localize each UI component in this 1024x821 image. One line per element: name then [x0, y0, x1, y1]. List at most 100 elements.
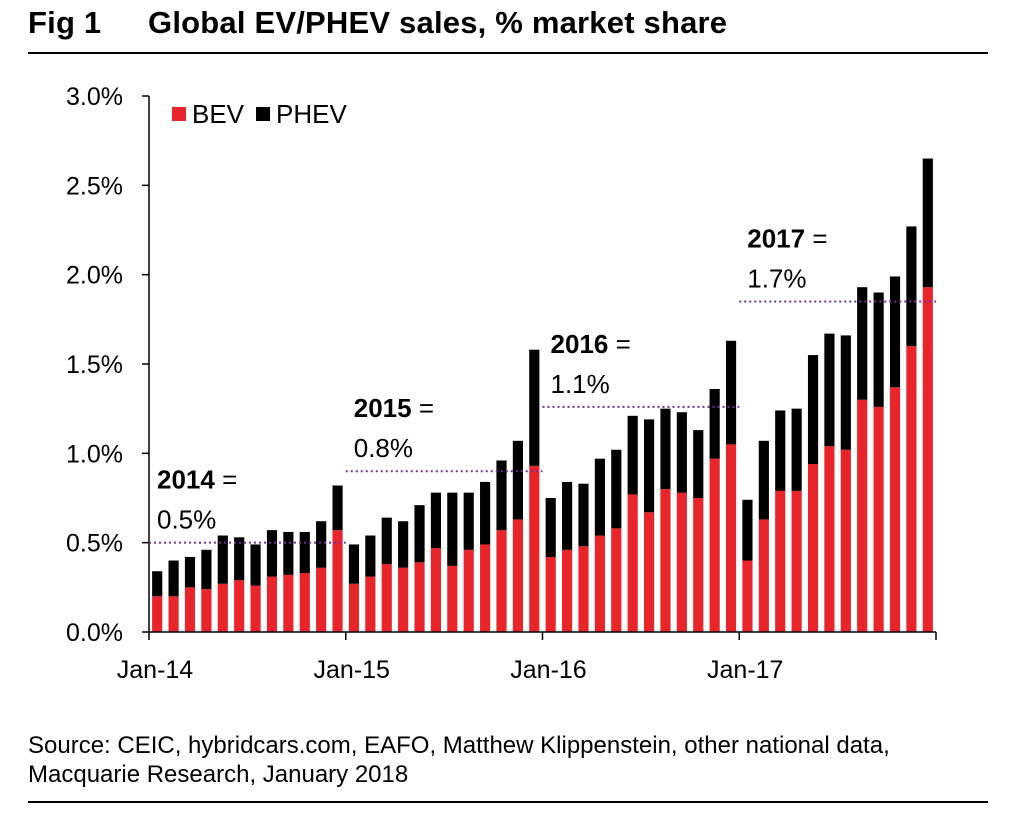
annotation-eq: = — [419, 393, 434, 423]
bar-phev — [824, 333, 835, 447]
bar-bev — [709, 458, 720, 632]
bar-bev — [906, 346, 917, 632]
bar-phev — [857, 287, 868, 400]
bar-bev — [283, 574, 294, 632]
bar-phev — [840, 335, 851, 450]
bar-phev — [693, 430, 704, 498]
annotation-eq: = — [222, 465, 237, 495]
y-axis: 0.0% 0.5% 1.0% 1.5% 2.0% 2.5% 3.0% — [66, 83, 150, 647]
annotation-2015-label: 2015 = — [354, 393, 434, 423]
bar-bev — [447, 565, 458, 632]
annotation-year: 2015 — [354, 393, 419, 423]
bar-phev — [365, 535, 376, 577]
bar-phev — [545, 498, 556, 557]
bar-chart: 0.0%0.5%1.0%1.5%2.0%2.5%3.0% Jan-14 Jan-1… — [66, 83, 937, 684]
bar-bev — [922, 287, 933, 632]
legend: BEV PHEV — [172, 99, 347, 129]
y-tick-label: 2.0% — [66, 262, 123, 290]
bar-phev — [562, 481, 573, 550]
bar-phev — [627, 415, 638, 495]
bar-phev — [316, 521, 327, 568]
bar-phev — [283, 531, 294, 575]
bar-phev — [496, 460, 507, 531]
bar-bev — [775, 490, 786, 632]
bar-bev — [627, 494, 638, 632]
annotation-2014-value: 0.5% — [157, 505, 216, 535]
bar-bev — [365, 576, 376, 632]
bar-phev — [152, 571, 163, 597]
bar-bev — [201, 589, 212, 632]
bar-phev — [266, 530, 278, 577]
legend-label-bev: BEV — [192, 99, 245, 129]
bar-phev — [250, 544, 261, 586]
bar-bev — [152, 596, 163, 632]
bar-bev — [266, 576, 278, 632]
bar-phev — [414, 505, 425, 563]
bar-bev — [873, 406, 884, 632]
bar-phev — [676, 412, 687, 493]
bar-bev — [234, 580, 245, 632]
bar-bev — [217, 583, 228, 632]
bottom-rule — [28, 801, 988, 803]
bar-bev — [316, 567, 327, 632]
legend-label-phev: PHEV — [276, 99, 347, 129]
bar-phev — [430, 492, 442, 549]
bar-bev — [168, 596, 179, 632]
bar-bev — [758, 519, 769, 632]
bar-phev — [758, 440, 769, 520]
bar-bev — [529, 465, 540, 632]
annotation-eq: = — [616, 329, 631, 359]
bar-bev — [348, 583, 360, 632]
legend-swatch-phev — [256, 107, 271, 121]
bar-phev — [381, 517, 392, 565]
bar-bev — [512, 519, 523, 632]
bar-phev — [775, 410, 786, 491]
y-tick-label: 0.5% — [66, 530, 123, 558]
bar-phev — [332, 485, 343, 531]
y-tick-label: 0.0% — [66, 619, 123, 647]
bar-phev — [201, 549, 212, 590]
annotation-eq: = — [812, 223, 827, 253]
bar-phev — [742, 499, 753, 561]
source-note: Source: CEIC, hybridcars.com, EAFO, Matt… — [28, 732, 890, 788]
x-tick-label: Jan-14 — [117, 656, 194, 684]
bar-phev — [480, 481, 491, 545]
bar-phev — [807, 355, 819, 465]
x-tick-label: Jan-15 — [314, 656, 390, 684]
bar-bev — [889, 387, 901, 632]
y-tick-label: 2.5% — [66, 172, 123, 200]
annotation-2014-label: 2014 = — [157, 465, 237, 495]
bar-bev — [562, 549, 573, 632]
bar-bev — [807, 464, 819, 632]
bar-bev — [299, 573, 310, 632]
bar-bev — [611, 528, 622, 632]
figure-title: Fig 1 Global EV/PHEV sales, % market shar… — [28, 5, 727, 41]
bar-bev — [693, 498, 704, 632]
bar-bev — [381, 564, 392, 632]
bar-phev — [660, 408, 671, 490]
bar-phev — [889, 276, 901, 388]
bar-phev — [643, 419, 655, 513]
bar-bev — [398, 567, 409, 632]
bars — [152, 158, 933, 632]
annotation-2017-value: 1.7% — [747, 263, 806, 293]
bar-phev — [184, 556, 196, 588]
bar-bev — [676, 492, 687, 632]
bar-phev — [873, 292, 884, 407]
bar-bev — [594, 535, 605, 632]
bar-phev — [512, 440, 523, 520]
bar-bev — [430, 548, 442, 632]
annotations: 2014 =0.5%2015 =0.8%2016 =1.1%2017 =1.7% — [157, 223, 828, 534]
figure-title-text: Global EV/PHEV sales, % market share — [148, 5, 728, 40]
y-tick-label: 3.0% — [66, 83, 123, 111]
bar-phev — [398, 521, 409, 568]
bar-phev — [217, 535, 228, 584]
bar-bev — [742, 560, 753, 632]
y-tick-label: 1.5% — [66, 351, 123, 379]
bar-phev — [447, 492, 458, 566]
bar-bev — [250, 585, 261, 632]
bar-phev — [922, 158, 933, 288]
bar-phev — [234, 537, 245, 581]
bar-bev — [332, 530, 343, 632]
x-tick-label: Jan-17 — [707, 656, 783, 684]
